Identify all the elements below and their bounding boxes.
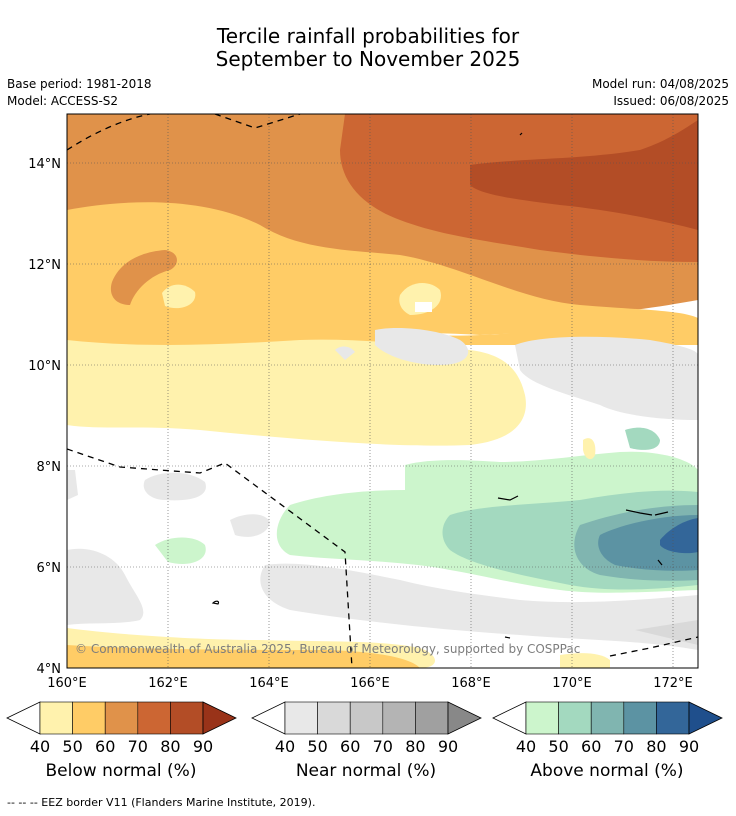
colorbar-legends: 40 50 60 70 80 90 40 50 60 70 80 90 40 50 60 70 80 90 (6, 701, 723, 756)
near-colorbar-swatch (284, 701, 318, 735)
issued-date: Issued: 06/08/2025 (613, 94, 729, 108)
near-colorbar-tick: 70 (373, 737, 393, 756)
eez-footnote: -- -- -- EEZ border V11 (Flanders Marine… (7, 796, 316, 809)
below-colorbar-swatch (39, 701, 73, 735)
above-colorbar-swatch (590, 701, 625, 735)
lat-label: 10°N (28, 359, 61, 374)
lat-label: 12°N (28, 258, 61, 273)
probability-shading: © Commonwealth of Australia 2025, Bureau… (67, 114, 698, 668)
below-colorbar-tick: 70 (128, 737, 148, 756)
map-title-line2: September to November 2025 (215, 47, 521, 71)
above-colorbar-tick: 80 (646, 737, 666, 756)
base-period: Base period: 1981-2018 (7, 77, 152, 91)
below-normal-title: Below normal (%) (45, 761, 197, 781)
lat-label: 8°N (37, 460, 62, 475)
near-colorbar-tick: 80 (405, 737, 425, 756)
copyright-notice: © Commonwealth of Australia 2025, Bureau… (75, 642, 580, 656)
eez-border (67, 114, 698, 668)
near-colorbar-tick: 90 (438, 737, 458, 756)
above-colorbar-tick: 90 (679, 737, 699, 756)
below-colorbar-tick: 80 (160, 737, 180, 756)
above-colorbar-swatch (623, 701, 657, 735)
lat-label: 4°N (37, 662, 62, 677)
near-colorbar-tick: 50 (307, 737, 327, 756)
above-colorbar-swatch (656, 701, 690, 735)
near-colorbar-min-arrow (251, 701, 286, 735)
above-normal-title: Above normal (%) (530, 761, 684, 781)
lat-label: 6°N (37, 561, 62, 576)
above-colorbar-swatch (558, 701, 592, 735)
below-colorbar-tick: 90 (193, 737, 213, 756)
near-colorbar-max-arrow (447, 701, 482, 735)
lon-label: 164°E (249, 676, 289, 691)
model-run: Model run: 04/08/2025 (591, 77, 729, 91)
lon-label: 160°E (47, 676, 87, 691)
below-colorbar-max-arrow (202, 701, 237, 735)
above-colorbar-swatch (525, 701, 559, 735)
below-colorbar-tick: 40 (30, 737, 50, 756)
near-colorbar-swatch (317, 701, 351, 735)
near-colorbar-tick: 60 (340, 737, 360, 756)
model-name: Model: ACCESS-S2 (7, 94, 119, 108)
lon-label: 168°E (451, 676, 491, 691)
near-colorbar-swatch (382, 701, 416, 735)
below-colorbar-swatch (137, 701, 171, 735)
below-colorbar-tick: 50 (62, 737, 82, 756)
near-normal-title: Near normal (%) (295, 761, 437, 781)
above-colorbar-tick: 60 (581, 737, 601, 756)
above-colorbar-tick: 50 (548, 737, 568, 756)
lat-label: 14°N (28, 157, 61, 172)
above-colorbar-max-arrow (688, 701, 723, 735)
below-colorbar-tick: 60 (95, 737, 115, 756)
above-colorbar-min-arrow (492, 701, 527, 735)
below-colorbar-swatch (170, 701, 204, 735)
above-colorbar-tick: 70 (614, 737, 634, 756)
near-colorbar-swatch (349, 701, 384, 735)
below-colorbar-swatch (72, 701, 106, 735)
lon-label: 162°E (148, 676, 188, 691)
below-colorbar-min-arrow (6, 701, 41, 735)
near-colorbar-swatch (415, 701, 449, 735)
map-title-line1: Tercile rainfall probabilities for (216, 24, 520, 48)
above-colorbar-tick: 40 (516, 737, 536, 756)
near-colorbar-tick: 40 (275, 737, 295, 756)
lon-label: 172°E (653, 676, 693, 691)
below-colorbar-swatch (104, 701, 139, 735)
lon-label: 170°E (552, 676, 592, 691)
lon-label: 166°E (350, 676, 390, 691)
